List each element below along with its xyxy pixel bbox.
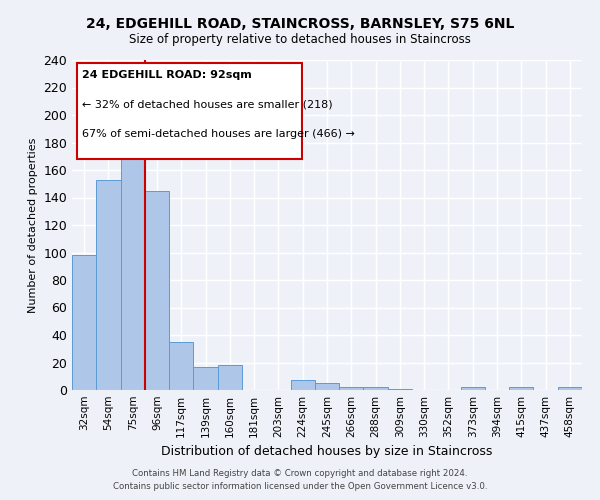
Bar	[364, 387, 388, 390]
Text: Contains public sector information licensed under the Open Government Licence v3: Contains public sector information licen…	[113, 482, 487, 491]
Bar	[315, 383, 339, 390]
Bar	[509, 387, 533, 390]
Y-axis label: Number of detached properties: Number of detached properties	[28, 138, 38, 312]
Bar	[461, 387, 485, 390]
Text: ← 32% of detached houses are smaller (218): ← 32% of detached houses are smaller (21…	[82, 100, 333, 110]
Bar	[558, 387, 582, 390]
Bar	[193, 366, 218, 390]
X-axis label: Distribution of detached houses by size in Staincross: Distribution of detached houses by size …	[161, 446, 493, 458]
Bar	[72, 255, 96, 390]
Text: 24 EDGEHILL ROAD: 92sqm: 24 EDGEHILL ROAD: 92sqm	[82, 70, 252, 80]
Bar	[218, 365, 242, 390]
Text: Size of property relative to detached houses in Staincross: Size of property relative to detached ho…	[129, 32, 471, 46]
Text: 67% of semi-detached houses are larger (466) →: 67% of semi-detached houses are larger (…	[82, 130, 355, 140]
Bar	[290, 380, 315, 390]
Bar	[121, 115, 145, 390]
Bar	[339, 387, 364, 390]
FancyBboxPatch shape	[77, 64, 302, 159]
Text: 24, EDGEHILL ROAD, STAINCROSS, BARNSLEY, S75 6NL: 24, EDGEHILL ROAD, STAINCROSS, BARNSLEY,…	[86, 18, 514, 32]
Text: Contains HM Land Registry data © Crown copyright and database right 2024.: Contains HM Land Registry data © Crown c…	[132, 468, 468, 477]
Bar	[145, 190, 169, 390]
Bar	[96, 180, 121, 390]
Bar	[388, 388, 412, 390]
Bar	[169, 342, 193, 390]
